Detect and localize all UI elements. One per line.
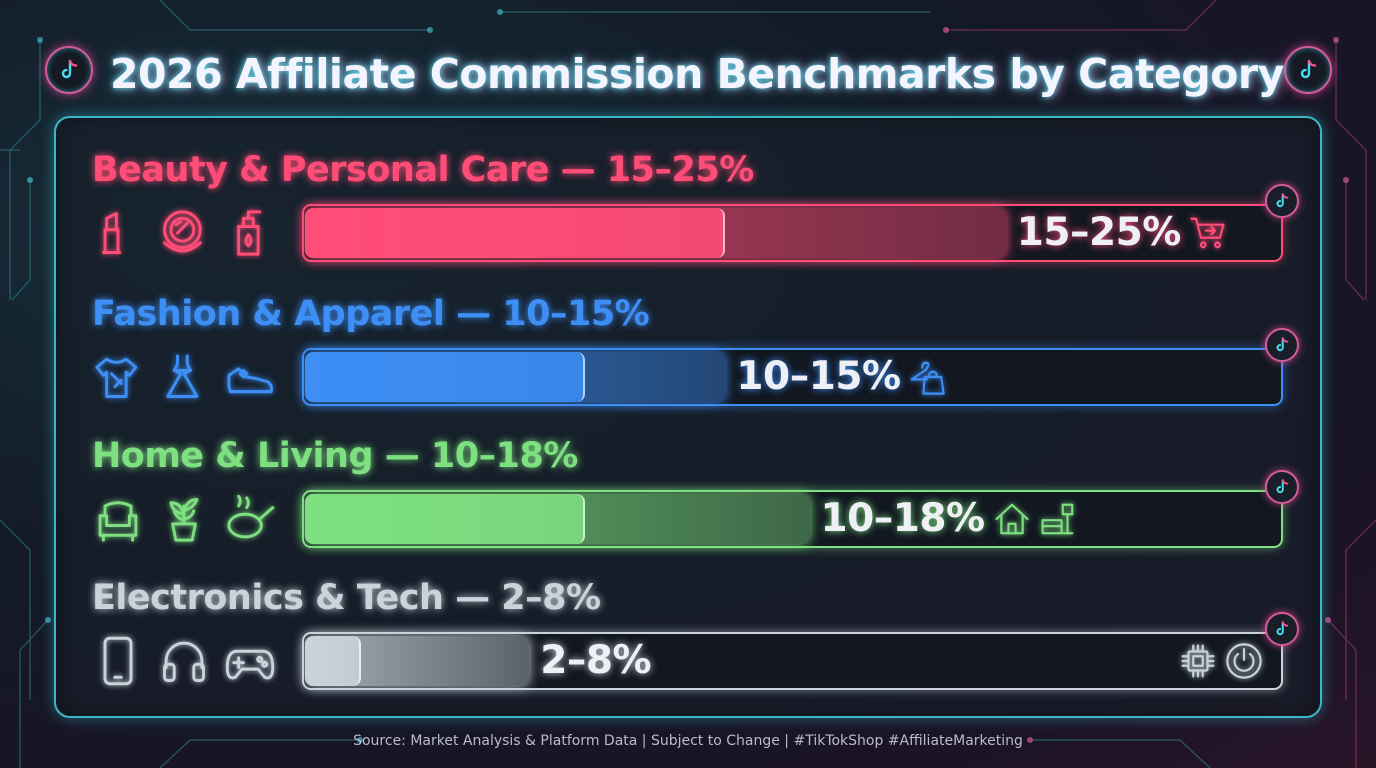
tiktok-logo-left (45, 46, 93, 94)
tshirt-icon (95, 357, 138, 398)
bar-track (302, 204, 1283, 262)
category-label: Electronics & Tech — 2–8% (92, 578, 601, 618)
end-icons (1189, 204, 1227, 262)
furniture-icon (1040, 503, 1073, 535)
category-icons (92, 626, 292, 696)
bar-low (305, 494, 586, 544)
smartphone-icon (103, 636, 133, 686)
tiktok-corner-badge (1265, 328, 1299, 362)
category-icons (92, 484, 292, 554)
end-icons (993, 490, 1077, 548)
value-label: 10–18% (820, 496, 986, 541)
bar-track (302, 490, 1283, 548)
bar-low (305, 352, 586, 402)
bar-track (302, 348, 1283, 406)
lipstick-icon (101, 212, 122, 254)
armchair-icon (98, 501, 138, 542)
tiktok-corner-badge (1265, 612, 1299, 646)
pump-bottle-icon (237, 210, 262, 256)
tiktok-note-icon (1276, 337, 1289, 352)
tiktok-corner-badge (1265, 470, 1299, 504)
house-icon (994, 503, 1029, 535)
category-label: Fashion & Apparel — 10–15% (92, 294, 650, 334)
potted-plant-icon (169, 498, 199, 542)
frying-pan-icon (227, 494, 275, 539)
bar-low (305, 208, 726, 258)
category-icons (92, 342, 292, 412)
tiktok-note-icon (61, 59, 78, 79)
bar-low (305, 636, 362, 686)
value-label: 10–15% (736, 354, 901, 399)
power-icon (1226, 643, 1262, 679)
tiktok-note-icon (1276, 193, 1289, 208)
sneaker-icon (227, 367, 273, 394)
source-note: Source: Market Analysis & Platform Data … (353, 733, 1023, 749)
dress-icon (166, 354, 199, 398)
chip-icon (1181, 644, 1215, 678)
tiktok-note-icon (1300, 59, 1317, 79)
hanger-bag-icon (910, 361, 946, 395)
bar-track (302, 632, 1283, 690)
category-icons (92, 198, 292, 268)
headphones-icon (163, 641, 205, 682)
chart-title: 2026 Affiliate Commission Benchmarks by … (110, 50, 1284, 98)
category-label: Home & Living — 10–18% (92, 436, 578, 476)
category-label: Beauty & Personal Care — 15–25% (92, 150, 754, 190)
tiktok-logo-right (1284, 46, 1332, 94)
value-label: 15–25% (1016, 210, 1182, 255)
tiktok-corner-badge (1265, 184, 1299, 218)
end-icons (1179, 632, 1263, 690)
game-controller-icon (225, 649, 275, 680)
tiktok-note-icon (1276, 621, 1289, 636)
compact-mirror-icon (163, 210, 202, 253)
value-label: 2–8% (540, 638, 652, 683)
end-icons (908, 348, 946, 406)
shopping-cart-icon (1190, 217, 1225, 249)
tiktok-note-icon (1276, 479, 1289, 494)
